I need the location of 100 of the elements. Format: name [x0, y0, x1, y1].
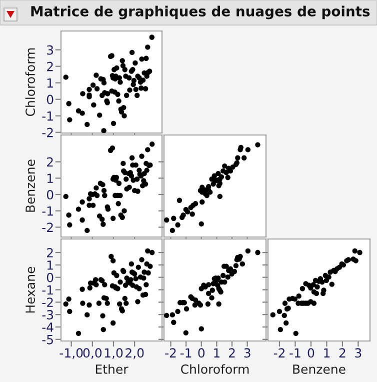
- y-tick-label: 1: [47, 78, 53, 88]
- point: [282, 312, 287, 318]
- x-axis-title: Chloroform: [180, 364, 249, 374]
- point: [184, 209, 190, 214]
- point: [184, 306, 190, 312]
- y-tick-label: 1: [47, 260, 53, 270]
- x-tick-label: 0,0: [83, 348, 102, 359]
- point: [164, 217, 170, 223]
- point: [320, 279, 325, 285]
- y-tick-label: -2: [42, 128, 53, 138]
- point: [296, 293, 302, 299]
- y-tick-label: 2: [47, 248, 53, 258]
- point: [245, 147, 251, 152]
- x-tick-label: 0: [308, 348, 314, 358]
- point: [205, 301, 211, 307]
- x-tick-label: 1,0: [104, 348, 123, 359]
- point: [293, 330, 298, 336]
- point: [212, 173, 217, 178]
- point: [206, 282, 212, 288]
- x-tick-label: 1: [324, 348, 330, 358]
- point: [255, 250, 260, 256]
- point: [192, 201, 198, 206]
- point: [232, 268, 238, 274]
- point: [190, 212, 195, 217]
- x-tick-label: 2,0: [126, 348, 144, 359]
- point: [233, 263, 239, 268]
- point: [357, 250, 362, 256]
- point: [192, 297, 198, 303]
- point: [284, 320, 289, 326]
- point: [321, 288, 326, 293]
- x-tick-label: -1: [290, 348, 300, 358]
- y-tick-label: 0: [46, 190, 54, 200]
- point: [270, 312, 276, 318]
- point: [245, 248, 251, 254]
- text: Matrice de graphiques de nuages de points: [31, 6, 370, 20]
- point: [206, 290, 212, 296]
- x-tick-label: 3: [355, 348, 362, 358]
- y-tick-label: -1: [42, 111, 53, 121]
- y-axis-title: Hexane: [26, 266, 36, 313]
- point: [200, 184, 205, 190]
- point: [311, 300, 317, 306]
- y-tick-label: 2: [47, 157, 53, 167]
- point: [238, 254, 243, 260]
- point: [235, 155, 240, 160]
- y-tick-label: 2: [47, 62, 53, 72]
- point: [192, 302, 198, 308]
- x-tick-label: 2: [228, 348, 235, 358]
- x-tick-label: -2: [274, 348, 284, 358]
- point: [217, 194, 222, 200]
- y-tick-label: 0: [46, 272, 54, 282]
- point: [176, 198, 182, 203]
- y-tick-label: 0: [46, 94, 54, 104]
- y-tick-label: -5: [42, 335, 53, 344]
- x-axis-title: Benzene: [293, 364, 346, 374]
- point: [209, 295, 214, 300]
- point: [164, 312, 170, 318]
- point: [170, 312, 176, 318]
- y-tick-label: 1: [47, 174, 53, 183]
- point: [171, 320, 176, 325]
- y-axis-title: Benzene: [26, 160, 36, 212]
- x-tick-label: 1: [214, 348, 220, 358]
- point: [180, 212, 186, 218]
- point: [216, 301, 222, 307]
- point: [225, 274, 230, 280]
- point: [242, 155, 247, 160]
- point: [282, 300, 288, 306]
- point: [171, 216, 176, 221]
- point: [300, 286, 306, 292]
- y-tick-label: -3: [42, 310, 54, 320]
- x-tick-label: 0: [198, 348, 205, 358]
- point: [314, 284, 320, 290]
- x-axis-title: Ether: [96, 364, 128, 374]
- point: [278, 326, 284, 332]
- point: [352, 248, 358, 254]
- point: [198, 221, 204, 227]
- x-tick-label: 2: [339, 348, 346, 358]
- x-tick-label: -2: [165, 348, 176, 358]
- point: [216, 170, 221, 176]
- y-tick-label: -4: [42, 322, 54, 332]
- point: [200, 199, 205, 205]
- point: [183, 330, 188, 336]
- y-tick-label: -2: [42, 298, 53, 307]
- point: [170, 228, 176, 234]
- point: [225, 174, 230, 180]
- y-tick-label: -1: [42, 206, 53, 216]
- point: [255, 142, 260, 148]
- point: [222, 163, 228, 169]
- point: [220, 272, 226, 278]
- point: [314, 290, 320, 296]
- x-tick-label: -1,0: [60, 348, 83, 359]
- y-tick-label: -2: [42, 222, 53, 232]
- point: [353, 258, 358, 264]
- point: [175, 308, 180, 314]
- point: [175, 222, 180, 228]
- y-tick-label: 3: [47, 45, 54, 55]
- x-tick-label: -1: [180, 348, 192, 358]
- point: [240, 261, 246, 267]
- x-tick-label: 3: [244, 348, 250, 358]
- point: [210, 288, 215, 293]
- point: [276, 308, 282, 314]
